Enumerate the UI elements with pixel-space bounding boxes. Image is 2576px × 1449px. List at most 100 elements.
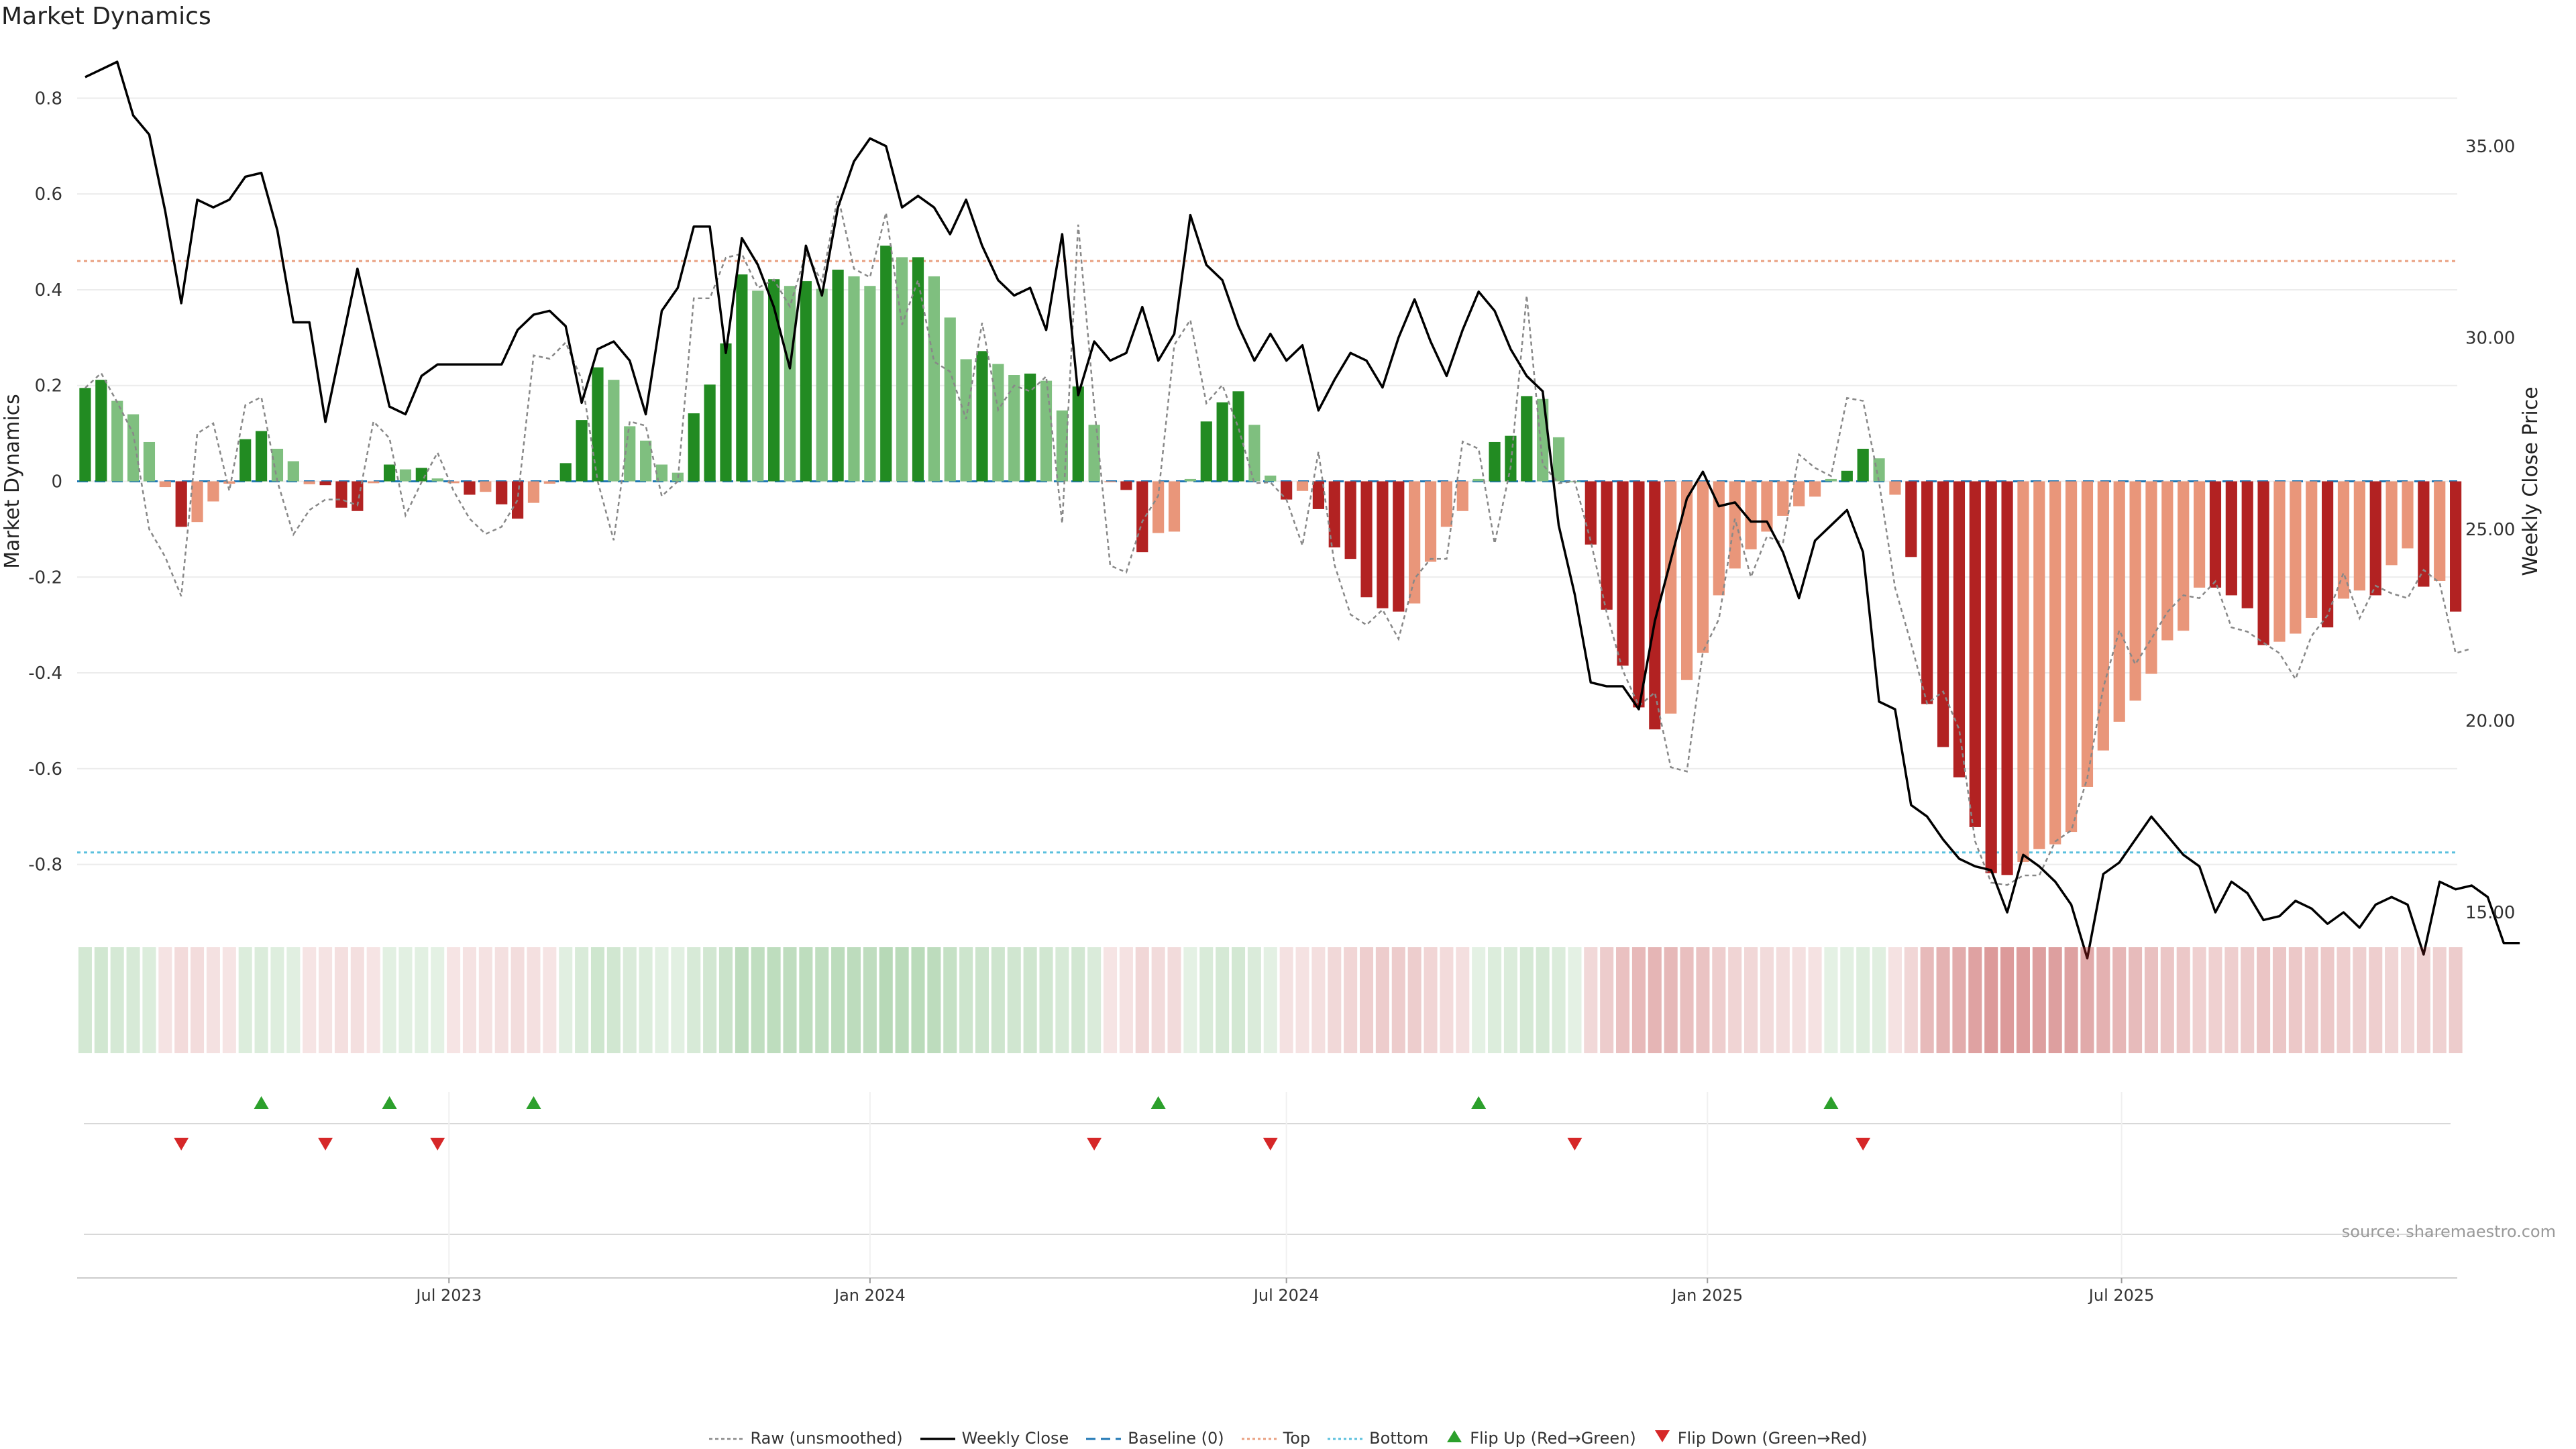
state-strip-cell (398, 947, 413, 1053)
bar-negative (2065, 481, 2078, 833)
state-strip-cell (1936, 947, 1950, 1053)
state-strip-cell (1071, 947, 1085, 1053)
bar-positive (944, 317, 956, 482)
flip-markers (84, 1092, 2451, 1275)
bar-negative (1729, 481, 1741, 569)
bar-negative (1120, 481, 1132, 490)
bar-negative (1601, 481, 1613, 610)
state-strip-cell (2304, 947, 2318, 1053)
legend: Raw (unsmoothed) Weekly Close Baseline (0)… (0, 1429, 2576, 1448)
state-strip-cell (462, 947, 476, 1053)
state-strip-cell (783, 947, 797, 1053)
bar-negative (1745, 481, 1757, 549)
state-strip-cell (1648, 947, 1662, 1053)
state-strip-cell (191, 947, 205, 1053)
legend-item-flip-up: Flip Up (Red→Green) (1446, 1429, 1636, 1448)
state-strip-cell (606, 947, 621, 1053)
legend-label: Weekly Close (961, 1429, 1069, 1448)
bar-positive (896, 257, 908, 482)
state-strip-cell (1167, 947, 1181, 1053)
bar-negative (1440, 481, 1453, 527)
bar-positive (912, 257, 924, 482)
bar-negative (1761, 481, 1773, 532)
state-strip-cell (511, 947, 525, 1053)
state-strip-cell (1792, 947, 1806, 1053)
bar-negative (1793, 481, 1805, 506)
state-strip-cell (2032, 947, 2046, 1053)
y-tick-label: 0.8 (35, 89, 62, 109)
state-strip-cell (1872, 947, 1886, 1053)
legend-swatch-flip-down (1654, 1429, 1671, 1448)
bar-negative (1328, 481, 1340, 548)
flip-down-marker (1567, 1138, 1582, 1150)
state-strip-cell (2385, 947, 2399, 1053)
flip-up-marker (1471, 1096, 1487, 1109)
bar-positive (271, 448, 284, 482)
bar-negative (1809, 481, 1821, 497)
bar-positive (800, 281, 812, 482)
bar-negative (2049, 481, 2061, 845)
state-strip-cell (1840, 947, 1854, 1053)
state-strip-cell (447, 947, 461, 1053)
state-strip-cell (1824, 947, 1838, 1053)
bar-positive (559, 463, 572, 482)
state-strip-cell (238, 947, 252, 1053)
state-strip-cell (751, 947, 765, 1053)
x-tick-label: Jul 2023 (415, 1286, 482, 1305)
state-strip-cell (286, 947, 301, 1053)
bar-positive (415, 468, 427, 482)
state-strip-cell (1391, 947, 1405, 1053)
legend-label: Top (1283, 1429, 1311, 1448)
bar-negative (2337, 481, 2350, 599)
bar-negative (2001, 481, 2013, 875)
bar-positive (431, 478, 443, 482)
bar-negative (175, 481, 187, 527)
state-strip-cell (671, 947, 685, 1053)
bar-negative (2418, 481, 2430, 587)
bar-positive (1040, 380, 1053, 482)
state-strip-cell (1472, 947, 1486, 1053)
state-strip-cell (319, 947, 333, 1053)
bar-positive (1216, 402, 1228, 482)
state-strip-cell (1664, 947, 1678, 1053)
bar-negative (2209, 481, 2222, 588)
bar-negative (2145, 481, 2157, 674)
axes-layer: 0.8 0.6 0.4 0.2 0 -0.2 -0.4 -0.6 -0.8 35.00 30.00 2… (1, 89, 2542, 923)
bar-negative (2450, 481, 2462, 612)
state-strip-cell (2353, 947, 2367, 1053)
legend-label: Flip Down (Green→Red) (1677, 1429, 1868, 1448)
state-strip-cell (959, 947, 973, 1053)
bar-negative (2353, 481, 2365, 591)
state-strip-cell (94, 947, 108, 1053)
bar-positive (736, 274, 748, 482)
bars-layer (79, 246, 2462, 875)
flip-up-marker (526, 1096, 541, 1109)
bar-negative (464, 481, 476, 495)
bar-positive (1232, 391, 1244, 482)
state-strip-cell (2096, 947, 2110, 1053)
x-tick-label: Jul 2024 (1252, 1286, 1320, 1305)
state-strip-cell (174, 947, 189, 1053)
state-strip-cell (270, 947, 284, 1053)
state-strip-cell (2016, 947, 2030, 1053)
state-strip-cell (350, 947, 364, 1053)
state-strip-cell (527, 947, 541, 1053)
bar-negative (1360, 481, 1373, 598)
state-strip-cell (1503, 947, 1517, 1053)
legend-label: Flip Up (Red→Green) (1470, 1429, 1636, 1448)
y-tick-label: -0.4 (28, 663, 62, 684)
legend-label: Baseline (0) (1128, 1429, 1224, 1448)
bar-negative (159, 481, 171, 488)
state-strip-cell (334, 947, 348, 1053)
bar-negative (2241, 481, 2253, 608)
close-line-layer (85, 60, 2520, 960)
bar-negative (1168, 481, 1181, 532)
weekly-close-line (85, 60, 2520, 960)
bar-positive (752, 290, 764, 482)
bar-negative (1633, 481, 1645, 708)
state-strip-cell (1600, 947, 1614, 1053)
legend-label: Bottom (1369, 1429, 1429, 1448)
flip-down-marker (1263, 1138, 1278, 1150)
bar-positive (1472, 478, 1485, 482)
state-strip-cell (1584, 947, 1598, 1053)
